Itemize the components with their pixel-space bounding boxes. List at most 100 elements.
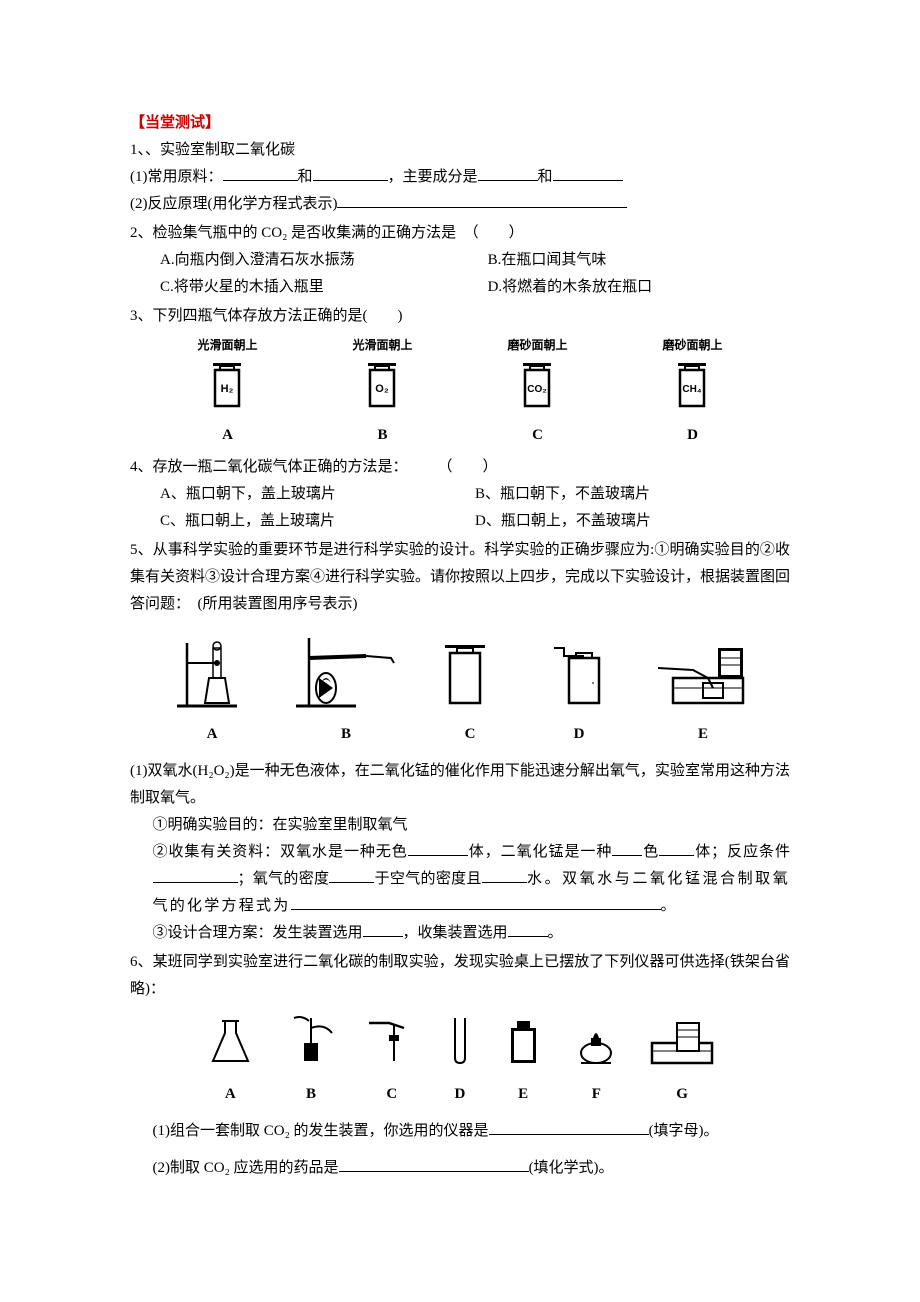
- apparatus-d: D: [445, 1013, 475, 1108]
- bottle-letter: B: [352, 422, 412, 449]
- text: (1)组合一套制取 CO₂ 的发生装置，你选用的仪器是: [153, 1123, 489, 1139]
- text: ③设计合理方案：发生装置选用: [153, 925, 363, 941]
- q6-part2: (2)制取 CO₂ 应选用的药品是(填化学式)。: [130, 1155, 790, 1182]
- question-6: 6、某班同学到实验室进行二氧化碳的制取实验，发现实验桌上已摆放了下列仪器可供选择…: [130, 949, 790, 1182]
- text: 。: [661, 898, 676, 914]
- apparatus-label: D: [445, 1081, 475, 1108]
- blank: [612, 841, 642, 856]
- funnel-icon: [364, 1013, 419, 1068]
- tube-icon: [445, 1013, 475, 1068]
- apparatus-c: C: [364, 1013, 419, 1108]
- text: ②收集有关资料：双氧水是一种无色: [153, 844, 408, 860]
- apparatus-label: B: [284, 1081, 339, 1108]
- text: 体；反应条件: [694, 844, 790, 860]
- apparatus-label: A: [203, 1081, 258, 1108]
- section-header: 【当堂测试】: [130, 110, 790, 137]
- text: 于空气的密度且: [374, 871, 481, 887]
- bottle-icon: O₂: [358, 359, 406, 409]
- q4-option-a: A、瓶口朝下，盖上玻璃片: [160, 481, 475, 508]
- apparatus-b: B: [284, 1013, 339, 1108]
- blank: [478, 166, 538, 181]
- q6-apparatus: A B C D: [130, 1013, 790, 1108]
- q1-p2-text: (2)反应原理(用化学方程式表示): [130, 196, 337, 212]
- apparatus-label: E: [501, 1081, 546, 1108]
- bottle-caption: 磨砂面朝上: [662, 335, 722, 357]
- apparatus-label: A: [167, 721, 257, 748]
- blank: [153, 868, 238, 883]
- svg-text:CH₄: CH₄: [683, 384, 702, 395]
- q1-part1: (1)常用原料：和，主要成分是和: [130, 164, 790, 191]
- bottle-icon: CO₂: [513, 359, 561, 409]
- bottle-d: 磨砂面朝上 CH₄ D: [662, 335, 722, 449]
- blank: [659, 841, 694, 856]
- svg-text:CO₂: CO₂: [528, 384, 547, 395]
- text: 色: [642, 844, 659, 860]
- svg-text:O₂: O₂: [376, 383, 390, 395]
- bottle-letter: C: [507, 422, 567, 449]
- apparatus-b: B: [291, 628, 401, 748]
- text: (填字母)。: [649, 1123, 719, 1139]
- blank: [329, 868, 374, 883]
- svg-text:H₂: H₂: [221, 383, 234, 395]
- apparatus-icon: [167, 628, 257, 708]
- blank: [553, 166, 623, 181]
- question-3: 3、下列四瓶气体存放方法正确的是( ) 光滑面朝上 H₂ A 光滑面朝上 O₂ …: [130, 303, 790, 449]
- apparatus-icon: [539, 628, 619, 708]
- apparatus-label: G: [647, 1081, 717, 1108]
- apparatus-e: E: [653, 628, 753, 748]
- bottle-letter: D: [662, 422, 722, 449]
- blank: [337, 193, 627, 208]
- blank: [339, 1157, 529, 1172]
- q2-option-d: D.将燃着的木条放在瓶口: [488, 274, 790, 301]
- blank: [223, 166, 298, 181]
- q5-part1: (1)双氧水(H₂O₂)是一种无色液体，在二氧化锰的催化作用下能迅速分解出氧气，…: [130, 758, 790, 812]
- q1-stem: 1、、实验室制取二氧化碳: [130, 137, 790, 164]
- trough-icon: [647, 1013, 717, 1068]
- apparatus-label: B: [291, 721, 401, 748]
- q4-option-b: B、瓶口朝下，不盖玻璃片: [475, 481, 790, 508]
- q1-p1-prefix: (1)常用原料：: [130, 169, 223, 185]
- flask-icon: [203, 1013, 258, 1068]
- blank: [482, 868, 527, 883]
- bottle-icon: CH₄: [668, 359, 716, 409]
- apparatus-c: C: [435, 628, 505, 748]
- q1-p1-mid2: ，主要成分是: [388, 169, 478, 185]
- apparatus-label: C: [435, 721, 505, 748]
- blank: [313, 166, 388, 181]
- q6-stem: 6、某班同学到实验室进行二氧化碳的制取实验，发现实验桌上已摆放了下列仪器可供选择…: [130, 949, 790, 1003]
- blank: [489, 1120, 649, 1135]
- apparatus-g: G: [647, 1013, 717, 1108]
- q2-option-a: A.向瓶内倒入澄清石灰水振荡: [160, 247, 488, 274]
- apparatus-e: E: [501, 1013, 546, 1108]
- blank: [291, 895, 661, 910]
- apparatus-icon: [291, 628, 401, 708]
- q5-p1-3: ③设计合理方案：发生装置选用，收集装置选用。: [130, 920, 790, 947]
- bottle-b: 光滑面朝上 O₂ B: [352, 335, 412, 449]
- apparatus-a: A: [167, 628, 257, 748]
- text: (填化学式)。: [529, 1160, 614, 1176]
- q2-option-c: C.将带火星的木插入瓶里: [160, 274, 488, 301]
- blank: [508, 922, 548, 937]
- apparatus-d: D: [539, 628, 619, 748]
- q5-stem: 5、从事科学实验的重要环节是进行科学实验的设计。科学实验的正确步骤应为:①明确实…: [130, 537, 790, 618]
- text: 。: [548, 925, 563, 941]
- q6-part1: (1)组合一套制取 CO₂ 的发生装置，你选用的仪器是 (填字母)。: [130, 1118, 790, 1145]
- apparatus-label: E: [653, 721, 753, 748]
- bottle-caption: 磨砂面朝上: [507, 335, 567, 357]
- apparatus-f: F: [571, 1013, 621, 1108]
- q3-stem: 3、下列四瓶气体存放方法正确的是( ): [130, 303, 790, 330]
- question-4: 4、存放一瓶二氧化碳气体正确的方法是： （ ） A、瓶口朝下，盖上玻璃片 B、瓶…: [130, 454, 790, 535]
- apparatus-label: C: [364, 1081, 419, 1108]
- q2-stem: 2、检验集气瓶中的 CO₂ 是否收集满的正确方法是 （ ）: [130, 220, 790, 247]
- q1-p1-mid1: 和: [298, 169, 313, 185]
- question-2: 2、检验集气瓶中的 CO₂ 是否收集满的正确方法是 （ ） A.向瓶内倒入澄清石…: [130, 220, 790, 301]
- q5-p1-2: ②收集有关资料：双氧水是一种无色体，二氧化锰是一种色体；反应条件；氧气的密度于空…: [130, 839, 790, 920]
- blank: [363, 922, 403, 937]
- blank: [408, 841, 468, 856]
- apparatus-label: F: [571, 1081, 621, 1108]
- apparatus-icon: [653, 628, 753, 708]
- bottle-a: 光滑面朝上 H₂ A: [197, 335, 257, 449]
- bottle-icon: H₂: [203, 359, 251, 409]
- q1-part2: (2)反应原理(用化学方程式表示): [130, 191, 790, 218]
- q5-apparatus: A B C: [130, 628, 790, 748]
